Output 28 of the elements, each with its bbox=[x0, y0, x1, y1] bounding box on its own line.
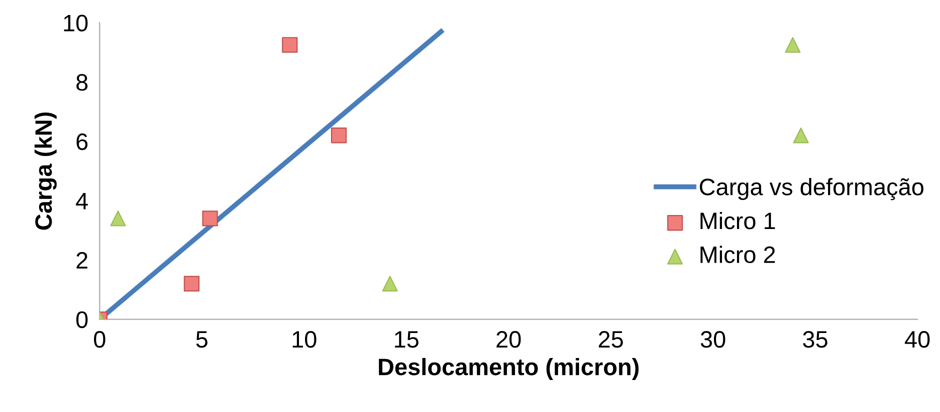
x-axis-title: Deslocamento (micron) bbox=[378, 358, 639, 380]
legend-label: Carga vs deformação bbox=[700, 178, 924, 200]
x-tick-label: 20 bbox=[496, 331, 521, 348]
point bbox=[784, 37, 801, 53]
y-tick-label: 10 bbox=[64, 14, 88, 32]
y-tick-label: 0 bbox=[76, 311, 88, 328]
y-tick-label: 4 bbox=[76, 192, 88, 210]
x-tick-label: 40 bbox=[904, 331, 930, 348]
y-tick-label: 6 bbox=[76, 133, 88, 150]
x-tick-label: 25 bbox=[598, 331, 623, 348]
x-tick-label: 35 bbox=[802, 331, 828, 348]
x-tick-label: 5 bbox=[196, 331, 208, 348]
point bbox=[331, 128, 347, 144]
point bbox=[184, 276, 200, 292]
x-tick-label: 15 bbox=[394, 331, 418, 348]
point bbox=[382, 276, 398, 292]
point bbox=[202, 210, 218, 226]
point bbox=[282, 37, 298, 53]
x-tick-label: 0 bbox=[94, 331, 106, 348]
x-tick-label: 10 bbox=[292, 331, 316, 348]
legend-label: Micro 1 bbox=[700, 212, 775, 230]
point bbox=[793, 128, 809, 144]
y-tick-label: 8 bbox=[76, 74, 88, 91]
x-tick-label: 30 bbox=[700, 331, 726, 348]
legend-label: Micro 2 bbox=[700, 246, 775, 264]
point bbox=[110, 210, 126, 226]
y-axis-title: Carga (kN) bbox=[34, 112, 57, 230]
y-tick-label: 2 bbox=[76, 252, 88, 269]
